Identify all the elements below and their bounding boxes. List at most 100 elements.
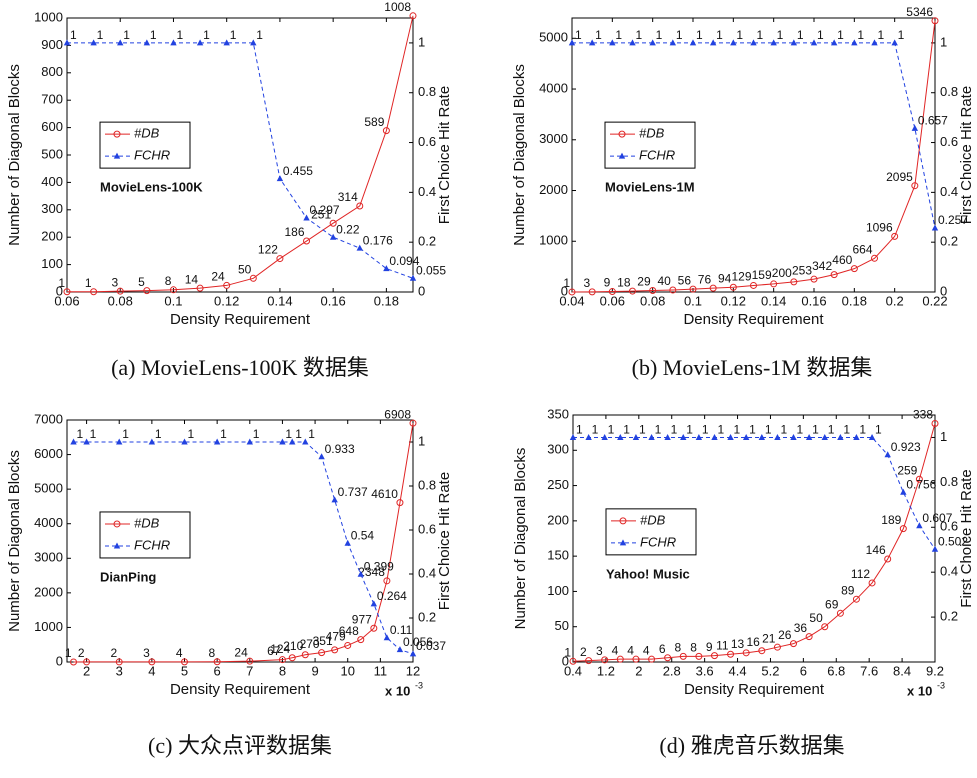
legend-marker [113, 542, 121, 549]
data-label: 2 [111, 646, 118, 660]
data-label: 1 [295, 427, 302, 441]
data-label: 1 [702, 423, 709, 437]
x-tick-label: 9 [311, 663, 318, 678]
data-label: 4 [612, 643, 619, 657]
marker [568, 39, 576, 46]
data-label: 112 [851, 567, 870, 581]
data-label: 1 [308, 427, 315, 441]
x-tick-label: 0.04 [559, 293, 584, 308]
marker [727, 650, 735, 658]
y-axis-label: Number of Diagonal Blocks [6, 450, 23, 632]
marker [648, 433, 655, 440]
data-label: 0.923 [891, 440, 921, 454]
y2-tick-label: 1 [940, 34, 947, 49]
marker [617, 433, 624, 440]
marker [383, 265, 390, 272]
data-label: 1 [595, 28, 602, 42]
marker [396, 646, 404, 653]
y2-tick-label: 0.4 [940, 184, 958, 199]
data-label: 0.399 [364, 559, 394, 573]
y2-tick-label: 0.2 [418, 234, 436, 249]
data-label: 1 [253, 427, 260, 441]
data-label: 76 [698, 272, 712, 286]
x-tick-label: 0.12 [721, 293, 746, 308]
marker [276, 175, 284, 182]
marker [301, 651, 309, 659]
data-label: 0.11 [390, 623, 413, 637]
marker [288, 654, 296, 662]
dataset-title: MovieLens-1M [605, 180, 695, 195]
data-label: 14 [185, 272, 199, 286]
x-tick-label: 10 [340, 663, 354, 678]
marker [689, 39, 697, 46]
y-tick-label: 600 [41, 119, 63, 134]
data-label: 1 [636, 28, 643, 42]
marker [329, 233, 337, 240]
data-label: 1 [58, 276, 65, 290]
marker [196, 39, 204, 46]
marker [357, 636, 365, 644]
marker [601, 656, 609, 664]
data-label: 2095 [886, 170, 913, 184]
data-label: 1 [85, 276, 92, 290]
data-label: 8 [675, 641, 682, 655]
marker [196, 284, 204, 292]
marker [382, 127, 390, 135]
marker [729, 283, 737, 291]
data-label: 18 [617, 275, 631, 289]
marker [774, 433, 781, 440]
data-label: 94 [718, 271, 732, 285]
marker [891, 232, 899, 240]
y2-axis-label: First Choice Hit Rate [958, 86, 975, 224]
marker [931, 545, 939, 552]
y2-tick-label: 0.6 [418, 521, 436, 536]
marker [357, 570, 364, 577]
y-tick-label: 300 [41, 201, 63, 216]
marker [116, 287, 124, 295]
data-label: 1 [639, 423, 646, 437]
marker [83, 658, 91, 666]
y-tick-label: 300 [547, 442, 569, 457]
data-label: 0.264 [377, 589, 407, 603]
marker [789, 640, 797, 648]
data-label: 0.094 [389, 254, 419, 268]
marker [383, 577, 391, 585]
marker [250, 39, 257, 46]
x-tick-label: 0.2 [886, 293, 904, 308]
y-tick-label: 0 [562, 653, 569, 668]
marker [356, 202, 364, 210]
x-tick-label: 5 [181, 663, 188, 678]
x-tick-label: 2 [83, 663, 90, 678]
y2-tick-label: 0.4 [940, 564, 958, 579]
y2-tick-label: 1 [940, 429, 947, 444]
data-label: 159 [752, 268, 772, 282]
marker [370, 624, 378, 632]
data-label: 5346 [906, 5, 933, 19]
marker [396, 499, 404, 507]
x-tick-label: 0.14 [267, 293, 292, 308]
data-label: 648 [339, 624, 359, 638]
marker [609, 39, 616, 46]
data-label: 1 [203, 28, 210, 42]
marker [213, 438, 221, 445]
y2-axis-label: First Choice Hit Rate [958, 469, 975, 607]
data-label: 0.297 [310, 203, 340, 217]
data-label: 270 [300, 637, 320, 651]
legend-label: #DB [134, 515, 160, 530]
legend-marker [619, 517, 627, 525]
marker [711, 652, 719, 660]
data-label: 1 [765, 423, 772, 437]
data-label: 251 [311, 207, 331, 221]
plot-frame [66, 419, 414, 663]
marker [837, 433, 844, 440]
marker [871, 39, 878, 46]
marker [664, 654, 672, 662]
x-tick-label: 0.06 [600, 293, 625, 308]
data-label: 1 [576, 423, 583, 437]
x-tick-label: 0.4 [564, 663, 582, 678]
y-tick-label: 2000 [34, 584, 63, 599]
marker [770, 280, 778, 288]
marker [871, 254, 878, 262]
marker [632, 655, 640, 663]
plot-frame [572, 414, 936, 663]
